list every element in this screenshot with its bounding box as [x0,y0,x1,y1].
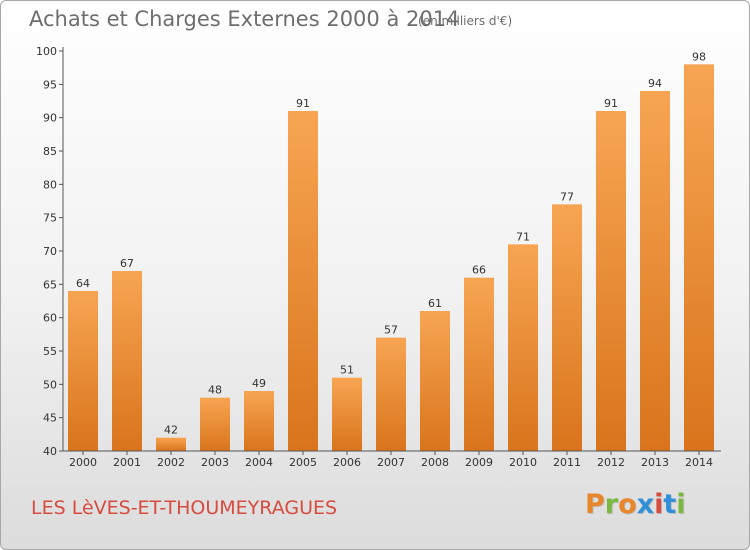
x-tick-label-2008: 2008 [421,456,449,469]
logo-letter: P [585,489,605,520]
bar-2005 [288,111,318,451]
proxiti-logo[interactable]: Proxiti [585,489,686,520]
bar-2006 [332,377,362,451]
bars-group [68,64,714,452]
value-label-2006: 51 [340,364,354,377]
x-tick-label-2009: 2009 [465,456,493,469]
x-tick-label-2007: 2007 [377,456,405,469]
chart-subtitle: (en milliers d'€) [418,14,513,28]
value-label-2000: 64 [76,277,90,290]
logo-letter: t [663,489,677,520]
axes-group [59,47,721,455]
value-label-2008: 61 [428,297,442,310]
bar-2012 [596,111,626,451]
bar-2007 [376,337,406,451]
y-tick-label-75: 75 [43,212,57,225]
x-tick-label-2005: 2005 [289,456,317,469]
y-tick-label-70: 70 [43,245,57,258]
bar-2003 [200,397,230,451]
y-tick-label-90: 90 [43,112,57,125]
value-label-2002: 42 [164,424,178,437]
logo-letter: r [604,489,619,520]
y-tick-label-60: 60 [43,312,57,325]
value-label-2014: 98 [692,50,706,63]
bar-2000 [68,291,98,451]
logo-letter: i [676,489,686,520]
value-label-2007: 57 [384,324,398,337]
y-tick-label-95: 95 [43,78,57,91]
bar-2014 [684,64,714,452]
place-name: LES LèVES-ET-THOUMEYRAGUES [31,497,338,519]
value-label-2012: 91 [604,97,618,110]
value-label-2010: 71 [516,230,530,243]
y-tick-label-85: 85 [43,145,57,158]
value-label-2004: 49 [252,377,266,390]
y-tick-label-55: 55 [43,345,57,358]
x-tick-label-2001: 2001 [113,456,141,469]
bar-2011 [552,204,582,451]
y-tick-label-100: 100 [36,45,57,58]
bar-2002 [156,437,186,451]
bar-2001 [112,271,142,451]
x-tick-label-2000: 2000 [69,456,97,469]
x-tick-label-2012: 2012 [597,456,625,469]
bar-2009 [464,277,494,451]
bar-2013 [640,91,670,451]
x-tick-label-2010: 2010 [509,456,537,469]
x-tick-label-2011: 2011 [553,456,581,469]
value-label-2005: 91 [296,97,310,110]
labels-group: 64 2000 67 2001 42 2002 48 2003 49 2004 91 2005 51 20… [36,45,713,469]
x-tick-label-2004: 2004 [245,456,273,469]
value-label-2009: 66 [472,264,486,277]
x-tick-label-2002: 2002 [157,456,185,469]
value-label-2001: 67 [120,257,134,270]
y-tick-label-50: 50 [43,378,57,391]
y-tick-label-65: 65 [43,278,57,291]
logo-letter: i [654,489,664,520]
x-tick-label-2013: 2013 [641,456,669,469]
logo-letter: x [636,489,655,520]
bar-2004 [244,391,274,451]
y-tick-label-80: 80 [43,178,57,191]
logo-letter: o [618,489,637,520]
chart-title: Achats et Charges Externes 2000 à 2014 [29,7,460,31]
x-tick-label-2003: 2003 [201,456,229,469]
value-label-2003: 48 [208,384,222,397]
value-label-2011: 77 [560,190,574,203]
bar-2008 [420,311,450,451]
bar-2010 [508,244,538,451]
x-tick-label-2014: 2014 [685,456,713,469]
value-label-2013: 94 [648,77,662,90]
y-tick-label-45: 45 [43,412,57,425]
x-tick-label-2006: 2006 [333,456,361,469]
y-tick-label-40: 40 [43,445,57,458]
